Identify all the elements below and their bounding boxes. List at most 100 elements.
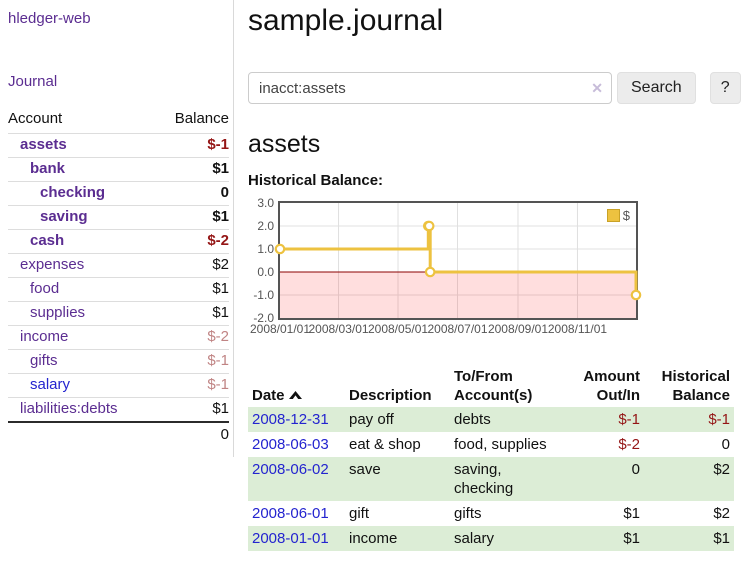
- sidebar-account-balance: $-1: [207, 376, 229, 393]
- sidebar-account-link[interactable]: gifts: [30, 352, 58, 369]
- account-row-liabilities-debts: liabilities:debts $1: [8, 397, 229, 421]
- register-amount-cell: $-1: [562, 407, 644, 432]
- y-axis-tick-label: 0.0: [257, 265, 274, 279]
- sidebar-divider: [233, 0, 234, 457]
- date-header-label: Date: [252, 387, 285, 404]
- sidebar-account-balance: $1: [212, 400, 229, 417]
- accounts-table-header: Account Balance: [8, 108, 229, 133]
- chart-legend: $: [604, 207, 632, 224]
- brand-link[interactable]: hledger-web: [8, 10, 91, 27]
- account-row-salary: salary $-1: [8, 373, 229, 397]
- account-row-bank: bank $1: [8, 157, 229, 181]
- register-row: 2008-06-01 gift gifts $1 $2: [248, 501, 734, 526]
- account-row-saving: saving $1: [8, 205, 229, 229]
- register-accounts-cell: saving, checking: [450, 457, 562, 501]
- y-axis-tick-label: 3.0: [257, 196, 274, 210]
- sidebar: hledger-web Journal Account Balance asse…: [8, 10, 229, 446]
- account-row-gifts: gifts $-1: [8, 349, 229, 373]
- register-row: 2008-06-02 save saving, checking 0 $2: [248, 457, 734, 501]
- series-label: $: [622, 208, 630, 223]
- account-rows: assets $-1 bank $1 checking 0 saving $1 cash $-2 e…: [8, 133, 229, 421]
- accounts-table: Account Balance assets $-1 bank $1 checking 0…: [8, 108, 229, 446]
- historical-balance-chart: $ 3.0 2.0 1.0 0.0 -1.0 -2.0 2008/01/01 2008/03/…: [248, 197, 734, 341]
- sidebar-account-balance: $-2: [207, 232, 229, 249]
- description-column-header: Description: [349, 387, 432, 404]
- register-date-link[interactable]: 2008-06-02: [252, 461, 329, 478]
- main-content: sample.journal ✕ Search ? assets Histori…: [248, 0, 741, 551]
- chart-title: Historical Balance:: [248, 172, 384, 189]
- account-row-expenses: expenses $2: [8, 253, 229, 277]
- clear-search-icon[interactable]: ✕: [591, 80, 603, 96]
- account-row-supplies: supplies $1: [8, 301, 229, 325]
- account-row-cash: cash $-2: [8, 229, 229, 253]
- sidebar-account-link[interactable]: assets: [20, 136, 67, 153]
- sidebar-account-balance: $1: [212, 160, 229, 177]
- sidebar-account-link[interactable]: saving: [40, 208, 88, 225]
- sidebar-account-balance: $1: [212, 304, 229, 321]
- sort-ascending-icon: [288, 385, 302, 404]
- chart-plot-area: $: [274, 201, 642, 320]
- sidebar-total-balance: 0: [220, 426, 229, 443]
- register-header-row: Date Description To/From Account(s) Amou…: [248, 365, 734, 407]
- sidebar-account-balance: $2: [212, 256, 229, 273]
- register-description-cell: save: [345, 457, 450, 501]
- sidebar-account-link[interactable]: bank: [30, 160, 66, 177]
- sidebar-account-balance: $1: [212, 280, 229, 297]
- sidebar-account-balance: $-1: [207, 352, 229, 369]
- register-description-cell: pay off: [345, 407, 450, 432]
- register-description-cell: income: [345, 526, 450, 551]
- sidebar-total-row: 0: [8, 421, 229, 446]
- sidebar-account-link[interactable]: liabilities:debts: [20, 400, 118, 417]
- y-axis-tick-label: -2.0: [253, 311, 274, 325]
- x-axis-tick-label: 2008/11/01: [547, 322, 608, 336]
- register-accounts-cell: debts: [450, 407, 562, 432]
- register-balance-cell: $-1: [644, 407, 734, 432]
- account-heading: assets: [248, 130, 321, 158]
- register-row: 2008-12-31 pay off debts $-1 $-1: [248, 407, 734, 432]
- register-amount-cell: $1: [562, 526, 644, 551]
- sidebar-account-balance: $-2: [207, 328, 229, 345]
- register-accounts-cell: food, supplies: [454, 436, 547, 453]
- sidebar-account-link[interactable]: checking: [40, 184, 106, 201]
- date-column-header[interactable]: Date: [248, 365, 345, 407]
- sidebar-account-link[interactable]: expenses: [20, 256, 85, 273]
- sidebar-account-link[interactable]: supplies: [30, 304, 86, 321]
- y-axis-tick-label: 1.0: [257, 242, 274, 256]
- y-axis-tick-label: 2.0: [257, 219, 274, 233]
- amount-column-header: Amount Out/In: [583, 368, 640, 404]
- x-axis-tick-label: 2008/03/01: [308, 322, 369, 336]
- help-button[interactable]: ?: [709, 72, 741, 104]
- search-input[interactable]: [248, 72, 612, 104]
- register-date-link[interactable]: 2008-01-01: [252, 530, 329, 547]
- sidebar-account-link[interactable]: cash: [30, 232, 65, 249]
- sidebar-account-link[interactable]: food: [30, 280, 60, 297]
- sidebar-item-journal[interactable]: Journal: [8, 73, 58, 90]
- sidebar-account-link[interactable]: salary: [30, 376, 71, 393]
- account-row-food: food $1: [8, 277, 229, 301]
- register-date-cell: 2008-06-03: [248, 432, 345, 457]
- x-axis-tick-label: 2008/07/01: [427, 322, 488, 336]
- register-accounts-cell: salary: [450, 526, 562, 551]
- register-balance-cell: $1: [644, 526, 734, 551]
- register-balance-cell: 0: [721, 436, 730, 453]
- search-button[interactable]: Search: [617, 72, 696, 104]
- series-swatch-icon: [606, 209, 620, 222]
- search-form: ✕ Search ?: [248, 72, 741, 104]
- register-balance-cell: $2: [644, 457, 734, 501]
- register-date-cell: 2008-06-02: [248, 457, 345, 501]
- register-date-link[interactable]: 2008-12-31: [252, 411, 329, 428]
- register-date-link[interactable]: 2008-06-03: [252, 436, 329, 453]
- register-accounts-cell: gifts: [454, 505, 482, 522]
- register-balance-cell: $2: [713, 505, 730, 522]
- sidebar-account-link[interactable]: income: [20, 328, 69, 345]
- sidebar-account-balance: $1: [212, 208, 229, 225]
- x-axis-tick-label: 2008/01/01: [249, 322, 311, 336]
- register-date-cell: 2008-01-01: [248, 526, 345, 551]
- register-date-link[interactable]: 2008-06-01: [252, 505, 329, 522]
- register-amount-cell: $-2: [618, 436, 640, 453]
- account-row-assets: assets $-1: [8, 133, 229, 157]
- register-description-cell: gift: [349, 505, 370, 522]
- register-amount-cell: $1: [623, 505, 640, 522]
- account-row-income: income $-2: [8, 325, 229, 349]
